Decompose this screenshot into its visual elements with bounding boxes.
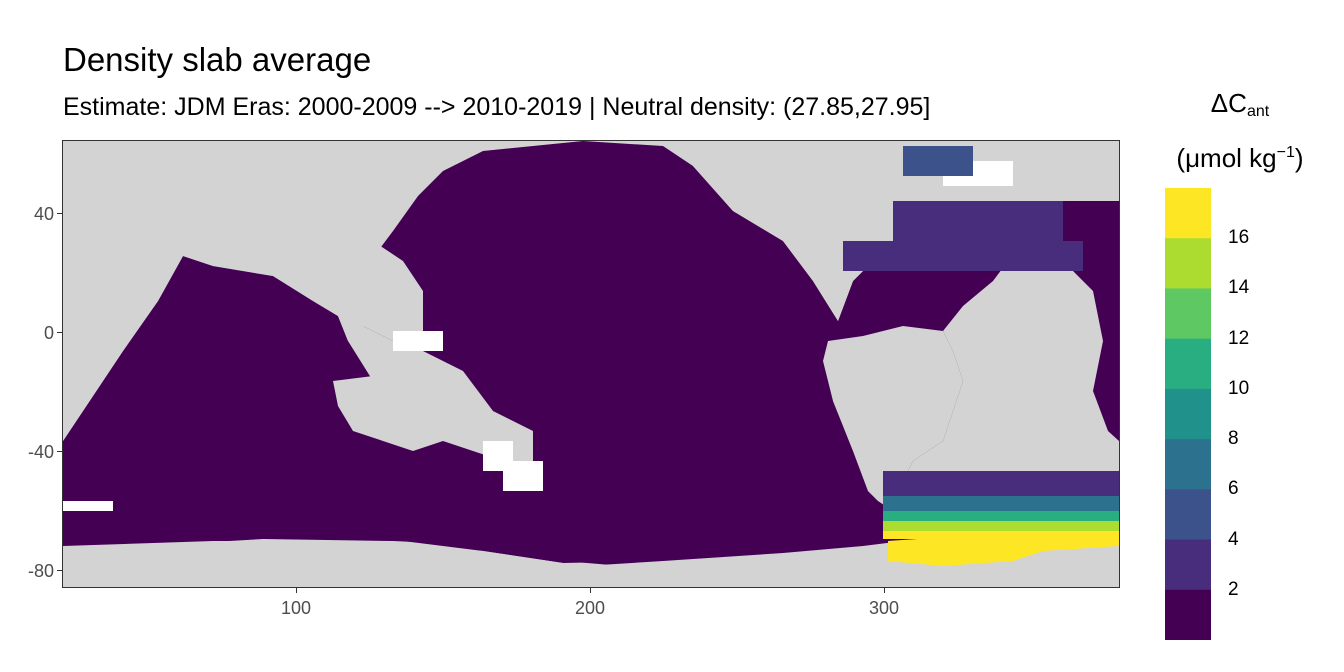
legend-unit-sup: −1 xyxy=(1276,144,1295,161)
legend-title-line1: ΔCant xyxy=(1160,88,1320,127)
legend-color-step xyxy=(1165,539,1211,591)
legend-label: 4 xyxy=(1228,528,1239,550)
legend-color-step xyxy=(1165,439,1211,490)
plot-title: Density slab average xyxy=(63,41,372,78)
legend-unit-post: ) xyxy=(1294,143,1304,173)
indian-ocean xyxy=(63,256,503,561)
australia xyxy=(333,371,448,451)
y-tick-mark xyxy=(57,332,62,333)
legend-title-line2: (μmol kg−1) xyxy=(1160,138,1320,173)
land-layer xyxy=(63,141,1119,587)
weddell-sea-values xyxy=(883,471,1119,566)
y-tick-label: 40 xyxy=(33,204,54,224)
y-tick-label: 0 xyxy=(43,323,54,343)
weddell-core xyxy=(888,531,1119,566)
legend-color-step xyxy=(1165,288,1211,340)
antarctica xyxy=(63,536,943,587)
plot-subtitle: Estimate: JDM Eras: 2000-2009 --> 2010-2… xyxy=(63,93,931,121)
south-america xyxy=(823,326,963,501)
weddell-band-1 xyxy=(883,471,1119,496)
legend-title-sub: ant xyxy=(1246,103,1270,120)
legend-label: 12 xyxy=(1228,327,1250,349)
legend-label: 10 xyxy=(1228,377,1250,399)
no-data-patch xyxy=(63,501,113,511)
legend-label: 8 xyxy=(1228,428,1239,450)
legend-label: 6 xyxy=(1228,478,1239,500)
x-tick-label: 300 xyxy=(868,598,900,618)
y-tick-mark xyxy=(57,451,62,452)
legend-color-step xyxy=(1165,338,1211,390)
asia xyxy=(183,141,443,351)
x-tick-mark xyxy=(296,588,297,593)
legend-label: 14 xyxy=(1228,277,1250,299)
weddell-band-2 xyxy=(883,496,1119,511)
legend-color-step xyxy=(1165,589,1211,640)
no-data-patch xyxy=(503,461,543,491)
legend-unit-pre: (μmol kg xyxy=(1176,143,1277,173)
legend-label: 2 xyxy=(1228,578,1239,600)
europe xyxy=(1023,141,1119,201)
southern-ocean xyxy=(63,471,1119,563)
legend-color-step xyxy=(1165,388,1211,440)
ocean-layer xyxy=(63,141,1119,566)
nat-band-4 xyxy=(843,241,1083,271)
pacific-ocean xyxy=(343,141,943,566)
map-panel xyxy=(62,140,1120,588)
x-tick-mark xyxy=(884,588,885,593)
no-data-patch xyxy=(393,331,443,351)
legend-label: 16 xyxy=(1228,227,1250,249)
ocean-raster-map xyxy=(63,141,1119,587)
legend-color-step xyxy=(1165,188,1211,239)
legend-colorbar xyxy=(1165,188,1211,640)
y-tick-label: -80 xyxy=(27,561,54,581)
x-tick-label: 200 xyxy=(574,598,606,618)
nat-band-3 xyxy=(893,201,1063,241)
north-atlantic-values xyxy=(843,146,1083,271)
north-america xyxy=(683,141,943,321)
x-tick-mark xyxy=(590,588,591,593)
africa xyxy=(63,141,183,441)
legend-title-main: ΔC xyxy=(1210,88,1247,118)
y-tick-mark xyxy=(57,570,62,571)
y-tick-mark xyxy=(57,213,62,214)
y-tick-label: -40 xyxy=(27,442,54,462)
legend-color-step xyxy=(1165,489,1211,541)
legend-color-step xyxy=(1165,238,1211,289)
x-tick-label: 100 xyxy=(280,598,312,618)
nat-band-5 xyxy=(903,146,973,176)
weddell-band-3 xyxy=(883,511,1119,521)
